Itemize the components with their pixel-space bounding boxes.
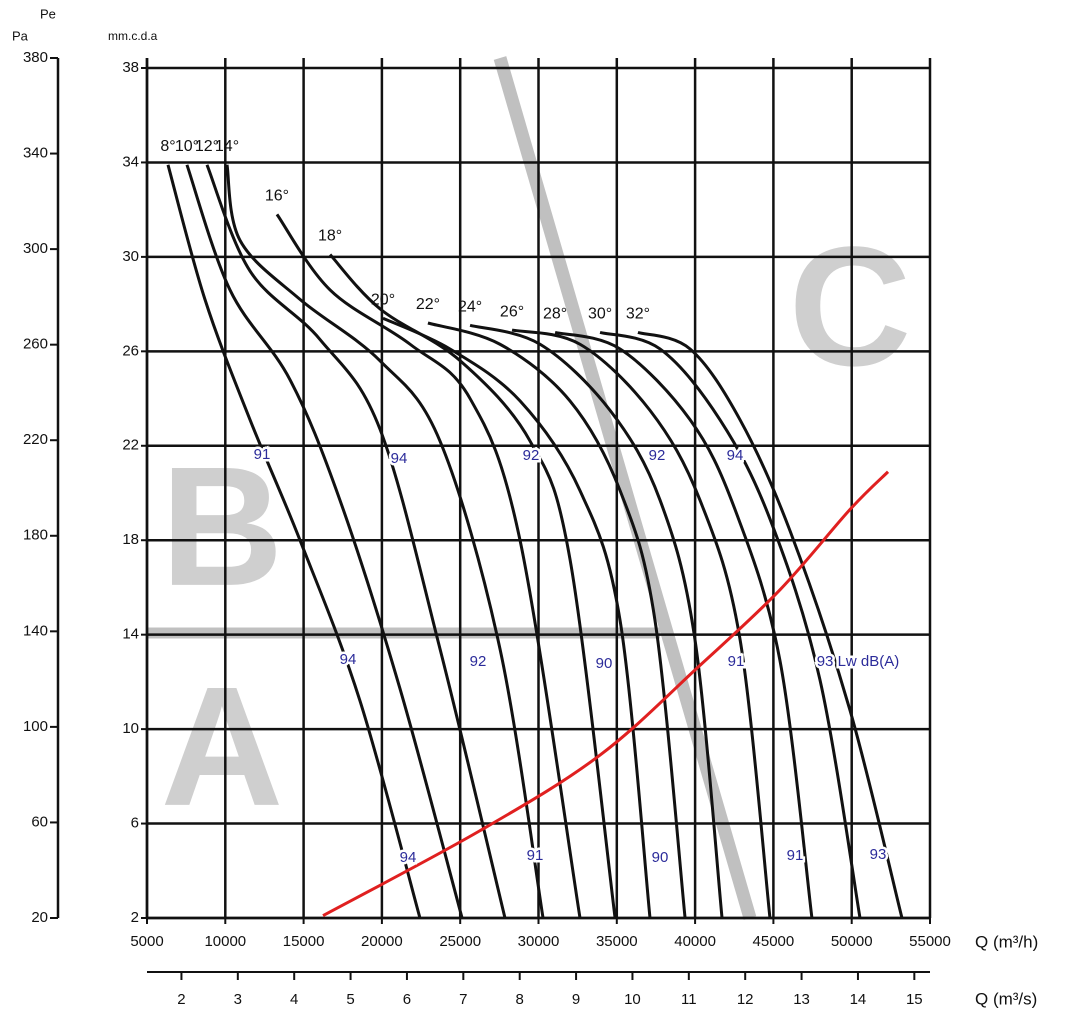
y-tick-label: 10 bbox=[122, 720, 139, 737]
x-tick-label: 50000 bbox=[831, 933, 873, 950]
fan-curve bbox=[637, 330, 904, 919]
noise-label: 91 bbox=[728, 653, 745, 670]
y2-tick-label: 100 bbox=[23, 718, 48, 735]
y-tick-label: 26 bbox=[122, 342, 139, 359]
curve-label: 20° bbox=[371, 291, 395, 308]
fan-curve bbox=[185, 164, 464, 919]
noise-label: 91 bbox=[527, 847, 544, 864]
x2-axis-label: Q (m³/s) bbox=[975, 989, 1037, 1008]
y2-tick-label: 140 bbox=[23, 622, 48, 639]
x-tick-label: 45000 bbox=[753, 933, 795, 950]
noise-label: 94 bbox=[400, 849, 417, 866]
curve-label: 32° bbox=[626, 306, 650, 323]
x-tick-label: 55000 bbox=[909, 933, 951, 950]
x2-tick-label: 4 bbox=[290, 991, 298, 1008]
noise-label: 90 bbox=[596, 655, 613, 672]
x2-tick-label: 14 bbox=[850, 991, 867, 1008]
curve-label: 30° bbox=[588, 306, 612, 323]
curve-label: 28° bbox=[543, 306, 567, 323]
y2-tick-label: 60 bbox=[31, 813, 48, 830]
x2-tick-label: 5 bbox=[346, 991, 354, 1008]
x-tick-label: 15000 bbox=[283, 933, 325, 950]
x2-tick-label: 15 bbox=[906, 991, 923, 1008]
y2-tick-label: 220 bbox=[23, 431, 48, 448]
x2-tick-label: 6 bbox=[403, 991, 411, 1008]
x-tick-label: 20000 bbox=[361, 933, 403, 950]
y-tick-label: 14 bbox=[122, 626, 139, 643]
y-tick-label: 38 bbox=[122, 59, 139, 76]
y2-tick-label: 20 bbox=[31, 909, 48, 926]
y-tick-label: 22 bbox=[122, 437, 139, 454]
region-label: B bbox=[161, 432, 284, 622]
curve-label: 14° bbox=[215, 138, 239, 155]
x-tick-label: 10000 bbox=[204, 933, 246, 950]
x-tick-label: 30000 bbox=[518, 933, 560, 950]
x-tick-label: 5000 bbox=[130, 933, 163, 950]
y-tick-label: 30 bbox=[122, 248, 139, 265]
curve-label: 24° bbox=[458, 299, 482, 316]
curve-label: 8° bbox=[160, 138, 175, 155]
curve-label: 22° bbox=[416, 296, 440, 313]
y2-tick-label: 180 bbox=[23, 527, 48, 544]
pe-label: Pe bbox=[40, 6, 56, 21]
fan-curve bbox=[599, 330, 862, 919]
fan-curve bbox=[166, 164, 422, 919]
x-axis-label: Q (m³/h) bbox=[975, 932, 1038, 951]
noise-label: 91 bbox=[787, 847, 804, 864]
curve-label: 18° bbox=[318, 228, 342, 245]
fan-curve bbox=[328, 253, 617, 919]
noise-label: 93 Lw dB(A) bbox=[817, 653, 900, 670]
noise-label: 92 bbox=[523, 447, 540, 464]
y-tick-label: 6 bbox=[131, 815, 139, 832]
noise-label: 91 bbox=[254, 446, 271, 463]
x2-tick-label: 8 bbox=[516, 991, 524, 1008]
fan-curve bbox=[275, 213, 582, 919]
x-tick-label: 40000 bbox=[674, 933, 716, 950]
fan-curve bbox=[382, 316, 652, 919]
curve-label: 12° bbox=[195, 138, 219, 155]
y-axis-label: mm.c.d.a bbox=[108, 29, 158, 43]
y2-tick-label: 340 bbox=[23, 145, 48, 162]
x2-tick-label: 9 bbox=[572, 991, 580, 1008]
noise-label: 92 bbox=[470, 653, 487, 670]
x2-tick-label: 2 bbox=[177, 991, 185, 1008]
y-tick-label: 2 bbox=[131, 909, 139, 926]
noise-label: 90 bbox=[652, 849, 669, 866]
region-label: C bbox=[789, 212, 912, 402]
noise-label: 93 bbox=[870, 846, 887, 863]
fan-curve bbox=[225, 164, 545, 919]
x2-tick-label: 7 bbox=[459, 991, 467, 1008]
noise-label: 94 bbox=[340, 651, 357, 668]
pa-label: Pa bbox=[12, 28, 29, 43]
curve-label: 10° bbox=[175, 138, 199, 155]
y-tick-label: 18 bbox=[122, 531, 139, 548]
x2-tick-label: 12 bbox=[737, 991, 754, 1008]
y2-tick-label: 260 bbox=[23, 336, 48, 353]
fan-curve bbox=[554, 330, 814, 919]
noise-label: 94 bbox=[391, 450, 408, 467]
y2-tick-label: 380 bbox=[23, 49, 48, 66]
fan-curve bbox=[205, 164, 507, 919]
curve-label: 26° bbox=[500, 303, 524, 320]
x2-tick-label: 10 bbox=[624, 991, 641, 1008]
region-label: A bbox=[161, 652, 284, 842]
fan-curve bbox=[469, 323, 724, 919]
x-tick-label: 35000 bbox=[596, 933, 638, 950]
curve-label: 16° bbox=[265, 188, 289, 205]
x2-tick-label: 3 bbox=[234, 991, 242, 1008]
system-curve bbox=[322, 470, 890, 917]
y2-tick-label: 300 bbox=[23, 240, 48, 257]
fan-curve bbox=[427, 321, 687, 919]
fan-curve bbox=[511, 328, 772, 919]
x2-tick-label: 13 bbox=[793, 991, 810, 1008]
noise-label: 94 bbox=[727, 447, 744, 464]
y-tick-label: 34 bbox=[122, 153, 139, 170]
x2-tick-label: 11 bbox=[681, 991, 697, 1008]
x-tick-label: 25000 bbox=[439, 933, 481, 950]
noise-label: 92 bbox=[649, 447, 666, 464]
